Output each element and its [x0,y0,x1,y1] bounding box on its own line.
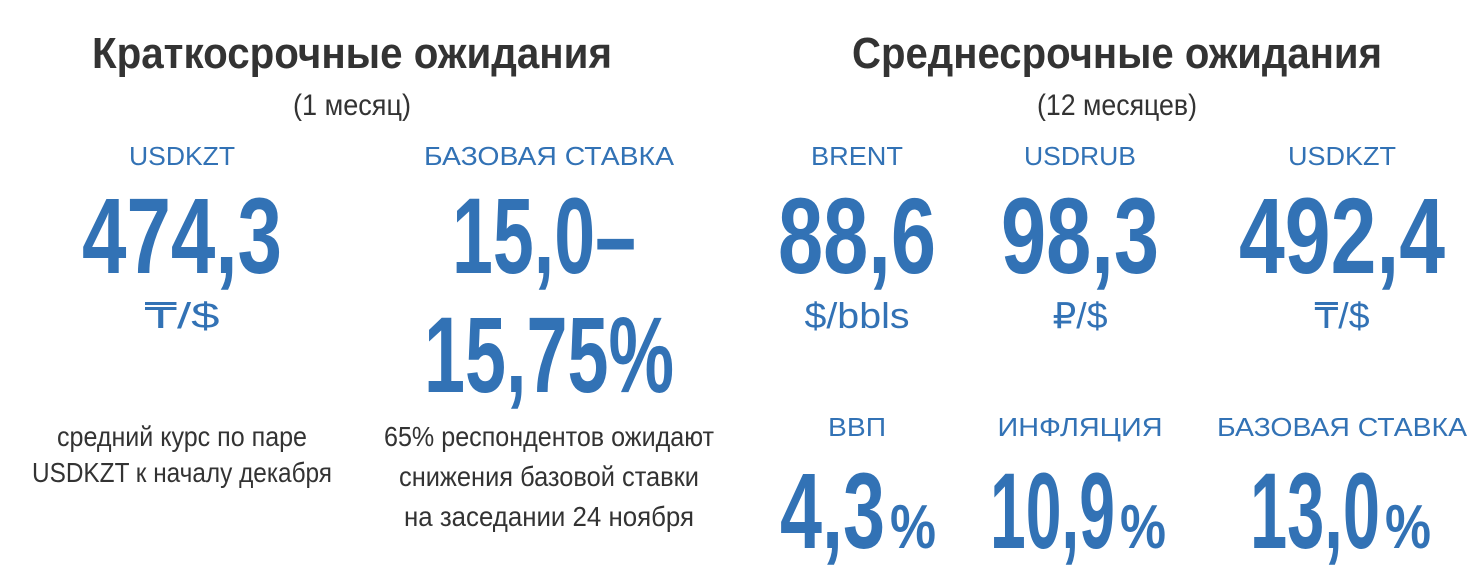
macro-unit: % [1120,493,1166,562]
macro-unit: % [890,493,936,562]
item-value: 492,4 [1239,175,1445,296]
item-value: 474,3 [82,175,282,296]
section-title: Среднесрочные ожидания [852,29,1382,78]
item-label: BRENT [811,141,903,171]
item-unit: ₸/$ [145,295,220,336]
macro-label: БАЗОВАЯ СТАВКА [1217,412,1468,442]
macro-value: 10,9 [990,450,1115,571]
item-note: средний курс по паре [57,421,307,452]
item-unit: ₸/$ [1315,295,1370,336]
item-unit: ₽/$ [1053,295,1108,336]
macro-value: 13,0 [1250,450,1380,571]
section-period: (1 месяц) [293,89,411,122]
section-period: (12 месяцев) [1037,89,1197,122]
macro-label: ВВП [828,412,886,442]
item-note: на заседании 24 ноября [404,501,694,532]
item-note: USDKZT к началу декабря [32,457,332,488]
item-label: USDRUB [1024,141,1136,171]
item-value: 88,6 [778,175,936,296]
item-value: 15,75% [424,294,674,415]
item-label: БАЗОВАЯ СТАВКА [424,141,675,171]
macro-label: ИНФЛЯЦИЯ [998,412,1163,442]
item-note: 65% респондентов ожидают [384,421,714,452]
item-value: 98,3 [1001,175,1159,296]
macro-unit: % [1385,493,1431,562]
macro-value: 4,3 [780,450,885,571]
section-title: Краткосрочные ожидания [92,29,612,78]
item-note: снижения базовой ставки [399,461,699,492]
item-label: USDKZT [129,141,235,171]
item-unit: $/bbls [805,295,910,336]
item-label: USDKZT [1288,141,1396,171]
item-value: 15,0– [452,175,636,296]
content: Краткосрочные ожидания (1 месяц) USDKZT 474… [32,29,1468,571]
